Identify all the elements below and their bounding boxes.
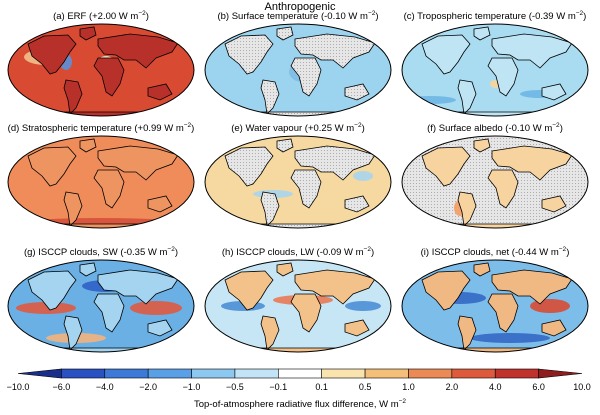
colorbar-swatch bbox=[451, 368, 496, 379]
colorbar-tick-label: 10.0 bbox=[573, 382, 591, 392]
map-panel: (b) Surface temperature (-0.10 W m−2) bbox=[200, 0, 396, 120]
colorbar-swatch bbox=[17, 368, 62, 379]
colorbar-tick-label: 1.0 bbox=[402, 382, 415, 392]
map-panel: (g) ISCCP clouds, SW (-0.35 W m−2) bbox=[3, 236, 199, 356]
colorbar-swatch bbox=[408, 368, 453, 379]
colorbar: −10.0 −6.0 −4.0 −2.0 −1.0 −0.5 −0.1 0.1 0.5 1.0 2.… bbox=[7, 368, 591, 392]
colorbar-tick-label: −0.5 bbox=[226, 382, 244, 392]
panel-title: (g) ISCCP clouds, SW (-0.35 W m−2) bbox=[23, 246, 178, 259]
colorbar-tick-label: −1.0 bbox=[183, 382, 201, 392]
colorbar-label: Top-of-atmosphere radiative flux differe… bbox=[193, 398, 407, 411]
colorbar-tick-label: 6.0 bbox=[532, 382, 545, 392]
colorbar-swatch bbox=[494, 368, 539, 379]
colorbar-tick-label: 0.1 bbox=[315, 382, 328, 392]
colorbar-swatch bbox=[191, 368, 236, 379]
colorbar-swatch bbox=[364, 368, 409, 379]
colorbar-tick-label: −2.0 bbox=[139, 382, 157, 392]
world-map bbox=[7, 23, 195, 117]
world-map bbox=[401, 259, 589, 353]
map-panel: (a) ERF (+2.00 W m−2) bbox=[3, 0, 199, 120]
colorbar-tick-label: 2.0 bbox=[446, 382, 459, 392]
panel-title: (h) ISCCP clouds, LW (-0.09 W m−2) bbox=[221, 246, 375, 259]
colorbar-swatch bbox=[234, 368, 279, 379]
panel-title: (d) Stratospheric temperature (+0.99 W m… bbox=[7, 122, 195, 135]
colorbar-swatch bbox=[278, 368, 322, 379]
world-map bbox=[204, 23, 392, 117]
map-panel: (f) Surface albedo (-0.10 W m−2) bbox=[397, 112, 593, 232]
colorbar-tick-label: −4.0 bbox=[96, 382, 114, 392]
panel-title: (f) Surface albedo (-0.10 W m−2) bbox=[427, 122, 563, 135]
colorbar-tick-label: −6.0 bbox=[52, 382, 70, 392]
world-map bbox=[204, 135, 392, 229]
colorbar-tick-label: 0.5 bbox=[359, 382, 372, 392]
world-map bbox=[7, 259, 195, 353]
world-map bbox=[401, 135, 589, 229]
colorbar-tick-label: 4.0 bbox=[489, 382, 502, 392]
colorbar-swatch bbox=[61, 368, 106, 379]
panel-title: (i) ISCCP clouds, net (-0.44 W m−2) bbox=[420, 246, 570, 259]
figure-suptitle: Anthropogenic bbox=[264, 1, 336, 13]
world-map bbox=[7, 135, 195, 229]
world-map bbox=[401, 23, 589, 117]
map-panel: (i) ISCCP clouds, net (-0.44 W m−2) bbox=[397, 236, 593, 356]
map-panel: (c) Tropospheric temperature (-0.39 W m−… bbox=[397, 0, 593, 120]
colorbar-swatch bbox=[104, 368, 149, 379]
map-panel: (d) Stratospheric temperature (+0.99 W m… bbox=[3, 112, 199, 232]
colorbar-tick-label: −10.0 bbox=[7, 382, 30, 392]
panel-title: (b) Surface temperature (-0.10 W m−2) bbox=[217, 10, 379, 23]
panel-title: (c) Tropospheric temperature (-0.39 W m−… bbox=[403, 10, 587, 23]
panel-title: (e) Water vapour (+0.25 W m−2) bbox=[231, 122, 365, 135]
panel-title: (a) ERF (+2.00 W m−2) bbox=[53, 10, 149, 23]
map-panel: (e) Water vapour (+0.25 W m−2) bbox=[200, 112, 396, 232]
colorbar-swatch bbox=[538, 368, 583, 379]
colorbar-swatch bbox=[147, 368, 192, 379]
map-panel: (h) ISCCP clouds, LW (-0.09 W m−2) bbox=[200, 236, 396, 356]
colorbar-tick-label: −0.1 bbox=[269, 382, 287, 392]
colorbar-swatch bbox=[321, 368, 366, 379]
world-map bbox=[204, 259, 392, 353]
